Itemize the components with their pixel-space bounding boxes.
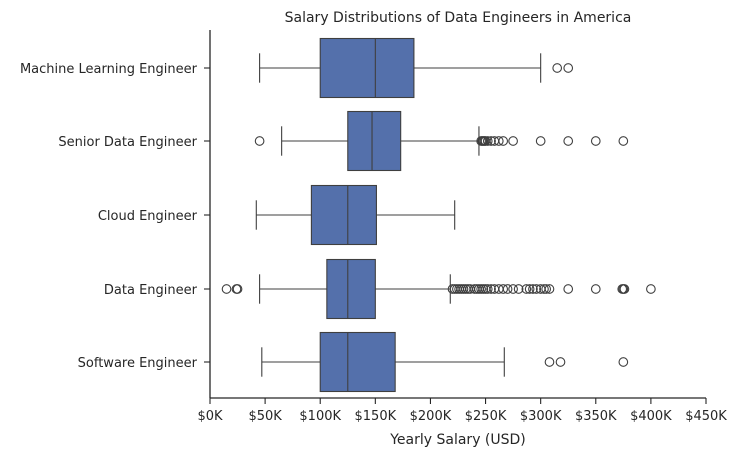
x-tick-label: $450K (685, 409, 727, 424)
outlier-point (563, 136, 574, 146)
outlier-point (563, 63, 574, 73)
outlier-point (618, 357, 629, 367)
y-tick-label: Machine Learning Engineer (20, 62, 198, 77)
x-tick-label: $250K (465, 409, 507, 424)
x-tick-label: $50K (248, 409, 282, 424)
box-group-software-engineer (261, 331, 629, 393)
x-tick-label: $200K (410, 409, 452, 424)
x-tick-label: $0K (197, 409, 223, 424)
x-tick-label: $150K (355, 409, 397, 424)
iqr-box (326, 258, 376, 320)
outlier-point (528, 284, 538, 294)
x-tick-label: $350K (575, 409, 617, 424)
outlier-point (544, 284, 555, 294)
outlier-point (502, 284, 513, 294)
chart-title: Salary Distributions of Data Engineers i… (285, 10, 632, 26)
outlier-point (482, 284, 493, 294)
outlier-point (508, 136, 518, 146)
outlier-point (482, 136, 493, 146)
x-tick-label: $100K (299, 409, 341, 424)
outlier-point (590, 284, 601, 294)
x-axis-label: Yearly Salary (USD) (389, 432, 526, 448)
outlier-point (646, 284, 656, 294)
outlier-point (508, 284, 518, 294)
outlier-point (521, 284, 532, 294)
y-tick-label: Software Engineer (78, 356, 198, 371)
box-group-machine-learning-engineer (259, 37, 574, 99)
outlier-point (555, 357, 566, 367)
iqr-box (319, 331, 396, 393)
outlier-point (590, 136, 601, 146)
outlier-point (618, 136, 629, 146)
outlier-point (541, 284, 552, 294)
outlier-point (232, 284, 243, 294)
box-group-senior-data-engineer (254, 110, 629, 172)
outlier-point (544, 357, 555, 367)
iqr-box (347, 110, 402, 172)
outlier-point (221, 284, 232, 294)
outlier-point (498, 136, 509, 146)
y-tick-label: Cloud Engineer (98, 209, 198, 224)
boxes-layer (221, 37, 656, 393)
outlier-point (486, 136, 496, 146)
outlier-point (254, 136, 265, 146)
x-tick-label: $300K (520, 409, 562, 424)
y-tick-label: Data Engineer (104, 283, 198, 298)
axes-layer: Machine Learning Engineer Senior Data Eng… (20, 30, 727, 424)
y-tick-label: Senior Data Engineer (58, 135, 197, 150)
outlier-point (513, 284, 524, 294)
iqr-box (319, 37, 415, 99)
outlier-point (486, 284, 496, 294)
outlier-point (498, 284, 509, 294)
outlier-point (535, 136, 546, 146)
outlier-point (563, 284, 574, 294)
outlier-point (552, 63, 563, 73)
iqr-box (310, 184, 377, 246)
outlier-point (493, 136, 504, 146)
outlier-point (619, 284, 630, 294)
outlier-point (524, 284, 535, 294)
outlier-point (531, 284, 542, 294)
box-group-data-engineer (221, 258, 656, 320)
box-group-cloud-engineer (255, 184, 456, 246)
x-tick-label: $400K (630, 409, 672, 424)
